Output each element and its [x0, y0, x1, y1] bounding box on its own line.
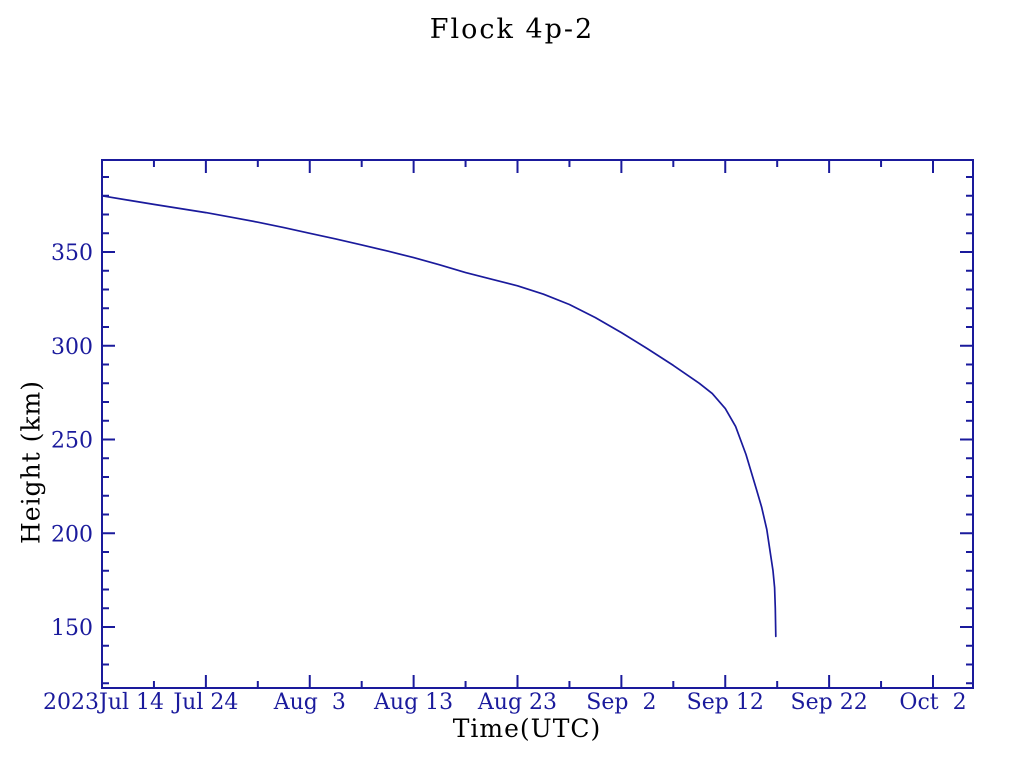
- y-tick-label: 300: [51, 335, 93, 360]
- y-tick-label: 250: [51, 429, 93, 454]
- y-tick-label: 350: [51, 241, 93, 266]
- x-tick-label: Aug 23: [477, 690, 557, 715]
- chart-title: Flock 4p-2: [429, 14, 595, 45]
- x-tick-label: Jul 14: [97, 690, 164, 715]
- x-tick-label: Aug 3: [273, 690, 346, 715]
- x-tick-label: Oct 2: [899, 690, 966, 715]
- x-axis-title: Time(UTC): [452, 714, 602, 743]
- x-tick-label: Jul 24: [171, 690, 238, 715]
- height-decay-line: [101, 194, 777, 638]
- decay-curve: [101, 194, 777, 638]
- y-tick-label: 200: [51, 522, 93, 547]
- y-tick-label: 150: [51, 616, 93, 641]
- x-axis-year-label: 2023: [43, 690, 99, 715]
- x-tick-label: Sep 2: [586, 690, 656, 715]
- plot-frame-border: [101, 159, 974, 689]
- axis-tick-labels: 2023 Jul 14 Jul 24 Aug 3 Aug 13 Aug 23 Sep 2 Se…: [43, 241, 967, 715]
- plot-frame: [101, 159, 974, 689]
- y-axis-title: Height (km): [16, 379, 46, 545]
- x-tick-label: Sep 22: [791, 690, 868, 715]
- axis-ticks: [101, 160, 973, 688]
- x-tick-label: Sep 12: [687, 690, 764, 715]
- x-tick-label: Aug 13: [373, 690, 453, 715]
